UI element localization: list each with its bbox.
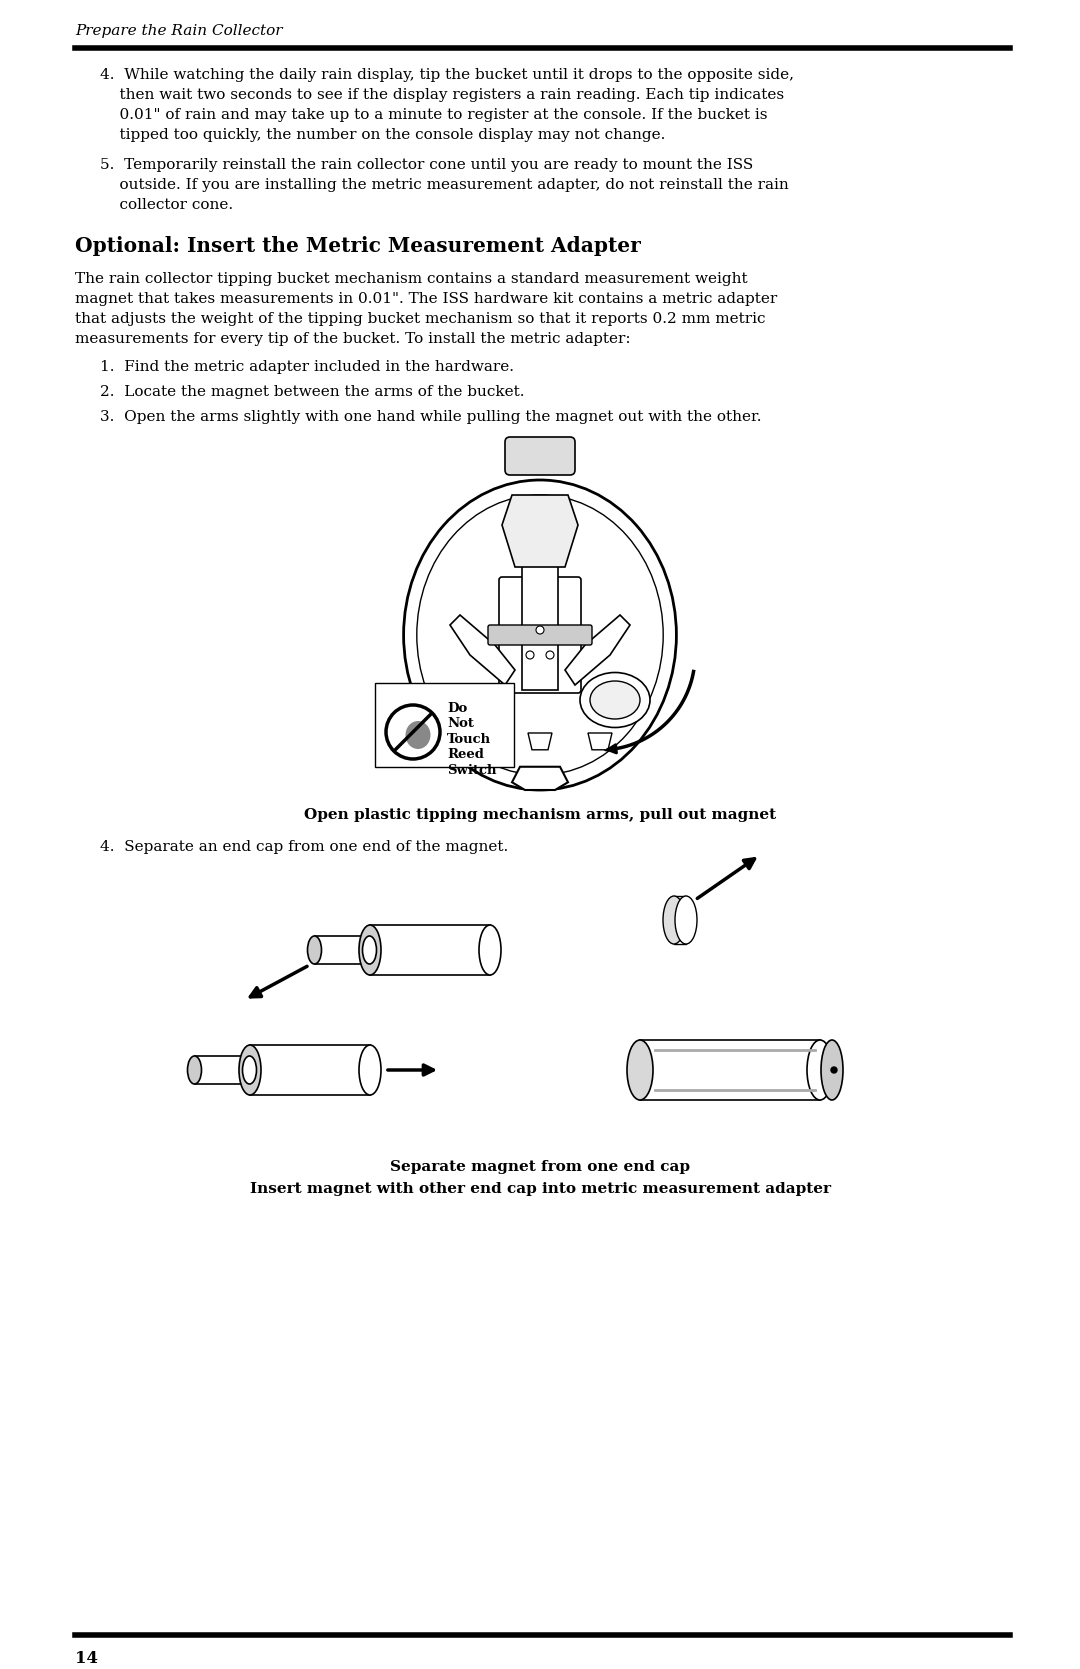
Polygon shape <box>528 733 552 749</box>
Polygon shape <box>522 566 558 689</box>
Text: 14: 14 <box>75 1651 98 1667</box>
Text: Open plastic tipping mechanism arms, pull out magnet: Open plastic tipping mechanism arms, pul… <box>303 808 777 823</box>
Polygon shape <box>468 733 492 749</box>
Ellipse shape <box>627 1040 653 1100</box>
FancyBboxPatch shape <box>249 1045 370 1095</box>
Text: 3.  Open the arms slightly with one hand while pulling the magnet out with the o: 3. Open the arms slightly with one hand … <box>100 411 761 424</box>
Text: Optional: Insert the Metric Measurement Adapter: Optional: Insert the Metric Measurement … <box>75 235 640 255</box>
Polygon shape <box>502 496 578 567</box>
Text: The rain collector tipping bucket mechanism contains a standard measurement weig: The rain collector tipping bucket mechan… <box>75 272 747 285</box>
Ellipse shape <box>359 1045 381 1095</box>
Circle shape <box>526 651 534 659</box>
Ellipse shape <box>480 925 501 975</box>
Text: then wait two seconds to see if the display registers a rain reading. Each tip i: then wait two seconds to see if the disp… <box>100 88 784 102</box>
Text: outside. If you are installing the metric measurement adapter, do not reinstall : outside. If you are installing the metri… <box>100 179 788 192</box>
Text: 0.01" of rain and may take up to a minute to register at the console. If the buc: 0.01" of rain and may take up to a minut… <box>100 108 768 122</box>
Polygon shape <box>588 733 612 749</box>
Circle shape <box>546 651 554 659</box>
Text: magnet that takes measurements in 0.01". The ISS hardware kit contains a metric : magnet that takes measurements in 0.01".… <box>75 292 778 305</box>
Text: 1.  Find the metric adapter included in the hardware.: 1. Find the metric adapter included in t… <box>100 361 514 374</box>
Ellipse shape <box>243 1056 257 1083</box>
Circle shape <box>831 1066 837 1073</box>
FancyBboxPatch shape <box>499 577 581 693</box>
Ellipse shape <box>663 896 685 945</box>
FancyBboxPatch shape <box>314 936 369 965</box>
Text: collector cone.: collector cone. <box>100 199 233 212</box>
Ellipse shape <box>308 936 322 965</box>
Ellipse shape <box>821 1040 843 1100</box>
Polygon shape <box>450 614 515 684</box>
Polygon shape <box>512 766 568 789</box>
Ellipse shape <box>188 1056 202 1083</box>
Text: 4.  While watching the daily rain display, tip the bucket until it drops to the : 4. While watching the daily rain display… <box>100 68 794 82</box>
Text: Do
Not
Touch
Reed
Switch: Do Not Touch Reed Switch <box>447 703 497 778</box>
Ellipse shape <box>239 1045 261 1095</box>
FancyBboxPatch shape <box>640 1040 820 1100</box>
FancyBboxPatch shape <box>194 1056 249 1083</box>
FancyBboxPatch shape <box>488 624 592 644</box>
Text: 5.  Temporarily reinstall the rain collector cone until you are ready to mount t: 5. Temporarily reinstall the rain collec… <box>100 159 753 172</box>
Text: Separate magnet from one end cap: Separate magnet from one end cap <box>390 1160 690 1173</box>
Ellipse shape <box>590 681 640 719</box>
Ellipse shape <box>807 1040 833 1100</box>
Ellipse shape <box>675 896 697 945</box>
Text: 2.  Locate the magnet between the arms of the bucket.: 2. Locate the magnet between the arms of… <box>100 386 525 399</box>
Ellipse shape <box>363 936 377 965</box>
Polygon shape <box>565 614 630 684</box>
Ellipse shape <box>580 673 650 728</box>
Text: that adjusts the weight of the tipping bucket mechanism so that it reports 0.2 m: that adjusts the weight of the tipping b… <box>75 312 766 325</box>
Ellipse shape <box>405 721 431 749</box>
Circle shape <box>536 626 544 634</box>
Text: Prepare the Rain Collector: Prepare the Rain Collector <box>75 23 283 38</box>
Ellipse shape <box>359 925 381 975</box>
Text: Insert magnet with other end cap into metric measurement adapter: Insert magnet with other end cap into me… <box>249 1182 831 1197</box>
Text: tipped too quickly, the number on the console display may not change.: tipped too quickly, the number on the co… <box>100 129 665 142</box>
Text: measurements for every tip of the bucket. To install the metric adapter:: measurements for every tip of the bucket… <box>75 332 631 345</box>
FancyBboxPatch shape <box>674 896 686 945</box>
FancyBboxPatch shape <box>505 437 575 476</box>
Text: 4.  Separate an end cap from one end of the magnet.: 4. Separate an end cap from one end of t… <box>100 840 509 855</box>
FancyBboxPatch shape <box>375 683 514 768</box>
FancyBboxPatch shape <box>370 925 490 975</box>
